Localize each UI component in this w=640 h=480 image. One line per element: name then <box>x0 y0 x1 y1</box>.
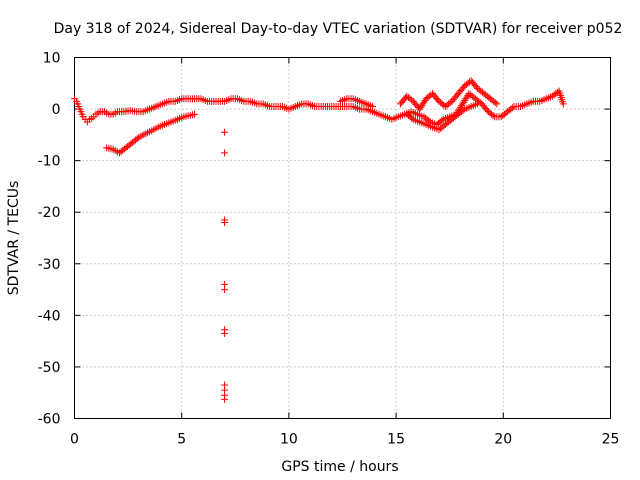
x-tick-label: 10 <box>280 432 298 448</box>
data-point-main-band <box>489 112 497 120</box>
data-point-main-band <box>483 106 491 114</box>
data-point-loops-15-20h-upper- <box>472 83 480 91</box>
x-tick-label: 0 <box>70 432 79 448</box>
chart-title: Day 318 of 2024, Sidereal Day-to-day VTE… <box>54 21 623 37</box>
data-point-descending-trail <box>191 110 199 118</box>
data-point-main-band <box>438 117 446 125</box>
y-tick-label: -30 <box>38 257 61 273</box>
x-tick-label: 5 <box>177 432 186 448</box>
data-point-main-band <box>508 104 516 112</box>
data-point-outliers-at-7h <box>221 286 229 294</box>
data-point-bulge-10-12h <box>369 102 377 110</box>
data-point-main-band <box>559 100 567 108</box>
y-tick-label: -50 <box>38 360 61 376</box>
data-point-loops-15-20h-upper- <box>446 99 454 107</box>
plot-frame <box>74 57 611 419</box>
x-tick-label: 20 <box>494 432 512 448</box>
data-point-loops-15-20h-lower- <box>474 100 482 108</box>
y-tick-label: -40 <box>38 308 61 324</box>
y-axis-label: SDTVAR / TECUs <box>6 181 22 296</box>
data-marks <box>71 77 567 403</box>
y-tick-labels: 10 0 -10 -20 -30 -40 -50 -60 <box>38 51 61 428</box>
data-point-loops-15-20h-upper- <box>491 99 499 107</box>
data-point-loops-15-20h-lower- <box>408 114 416 122</box>
data-point-outliers-at-7h <box>221 329 229 337</box>
data-point-loops-15-20h-upper- <box>493 100 501 108</box>
data-point-outliers-at-7h <box>221 395 229 403</box>
data-point-outliers-at-7h <box>221 128 229 136</box>
data-point-loops-15-20h-upper- <box>434 96 442 104</box>
axis-ticks <box>74 57 611 419</box>
y-tick-label: -10 <box>38 154 61 170</box>
y-tick-label: -20 <box>38 205 61 221</box>
x-tick-label: 25 <box>602 432 620 448</box>
data-point-descending-trail <box>133 135 141 143</box>
data-point-loops-15-20h-upper- <box>408 96 416 104</box>
y-tick-label: 10 <box>43 51 61 67</box>
data-point-loops-15-20h-upper- <box>459 83 467 91</box>
y-tick-label: -60 <box>38 412 61 428</box>
grid-lines <box>74 57 611 419</box>
x-tick-label: 15 <box>387 432 405 448</box>
x-tick-labels: 0 5 10 15 20 25 <box>70 432 619 448</box>
data-point-outliers-at-7h <box>221 149 229 157</box>
data-point-outliers-at-7h <box>221 219 229 227</box>
data-point-loops-15-20h-lower- <box>459 106 467 114</box>
data-point-main-band <box>425 117 433 125</box>
y-tick-label: 0 <box>52 102 61 118</box>
x-axis-label: GPS time / hours <box>281 459 398 475</box>
